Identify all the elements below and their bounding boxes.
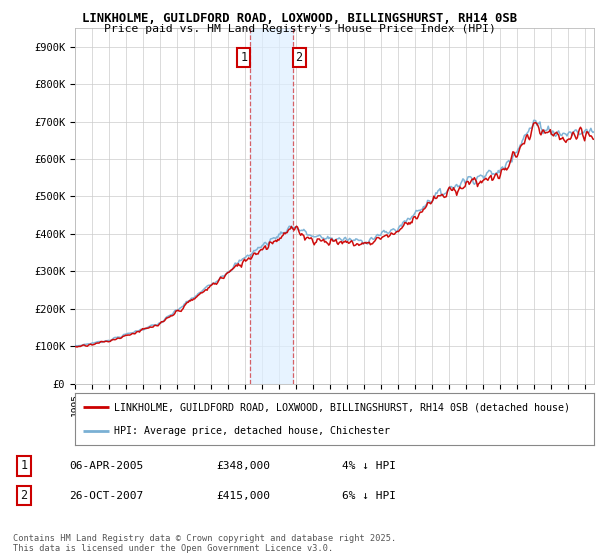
Text: 1: 1 bbox=[20, 459, 28, 473]
Text: 26-OCT-2007: 26-OCT-2007 bbox=[69, 491, 143, 501]
Text: 06-APR-2005: 06-APR-2005 bbox=[69, 461, 143, 471]
Text: £348,000: £348,000 bbox=[216, 461, 270, 471]
Text: £415,000: £415,000 bbox=[216, 491, 270, 501]
Text: 1: 1 bbox=[240, 52, 247, 64]
Text: LINKHOLME, GUILDFORD ROAD, LOXWOOD, BILLINGSHURST, RH14 0SB (detached house): LINKHOLME, GUILDFORD ROAD, LOXWOOD, BILL… bbox=[114, 402, 570, 412]
Text: Contains HM Land Registry data © Crown copyright and database right 2025.
This d: Contains HM Land Registry data © Crown c… bbox=[13, 534, 397, 553]
Text: 4% ↓ HPI: 4% ↓ HPI bbox=[342, 461, 396, 471]
Text: LINKHOLME, GUILDFORD ROAD, LOXWOOD, BILLINGSHURST, RH14 0SB: LINKHOLME, GUILDFORD ROAD, LOXWOOD, BILL… bbox=[82, 12, 518, 25]
Text: 2: 2 bbox=[20, 489, 28, 502]
Bar bbox=[250, 28, 293, 384]
Text: 2: 2 bbox=[296, 52, 302, 64]
Text: Price paid vs. HM Land Registry's House Price Index (HPI): Price paid vs. HM Land Registry's House … bbox=[104, 24, 496, 34]
Text: HPI: Average price, detached house, Chichester: HPI: Average price, detached house, Chic… bbox=[114, 426, 390, 436]
Text: 6% ↓ HPI: 6% ↓ HPI bbox=[342, 491, 396, 501]
